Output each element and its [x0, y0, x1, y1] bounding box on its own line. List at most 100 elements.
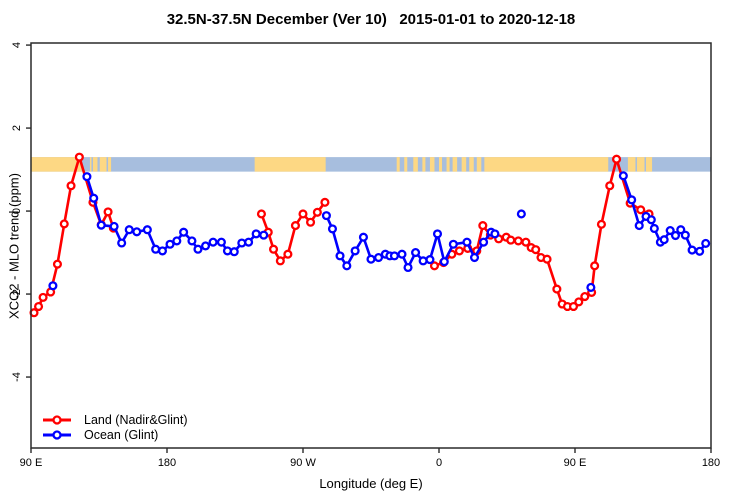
series-ocean-point — [200, 241, 211, 251]
series-ocean-point — [335, 251, 345, 261]
series-ocean-point — [208, 237, 218, 247]
series-land-point — [552, 284, 562, 294]
series-land-point — [298, 209, 308, 219]
series-ocean-point — [117, 238, 127, 248]
series-land-point — [34, 301, 44, 312]
x-tick-label: 180 — [158, 457, 176, 469]
map-band-land-segment — [108, 157, 112, 172]
map-band-land-segment — [31, 157, 82, 172]
series-land-point — [590, 261, 600, 271]
series-land-point — [312, 207, 322, 217]
series-ocean-point — [179, 227, 189, 237]
series-land-point — [103, 207, 113, 217]
x-tick-label: 90 W — [290, 457, 316, 469]
series-land-point — [568, 301, 579, 312]
series-land-point — [290, 221, 300, 231]
series-land-point — [59, 219, 69, 229]
y-tick-label: -2 — [11, 289, 23, 299]
x-axis-title: Longitude (deg E) — [319, 476, 423, 491]
series-ocean-point — [165, 239, 175, 249]
y-tick-label: 4 — [11, 42, 23, 48]
legend-row-land: Land (Nadir&Glint) — [40, 412, 188, 427]
series-ocean-point — [124, 225, 134, 235]
series-ocean-point — [216, 237, 226, 247]
series-ocean-point — [397, 249, 407, 259]
series-ocean-point — [418, 256, 428, 266]
series-land-point — [580, 291, 590, 302]
map-band-land-segment — [99, 157, 107, 172]
series-ocean-point — [327, 224, 338, 234]
y-tick-label: 0 — [11, 208, 23, 214]
series-ocean-point — [701, 238, 711, 248]
series-land-point — [612, 154, 622, 164]
series-ocean-point — [132, 227, 142, 237]
series-ocean-point — [358, 232, 368, 242]
map-band-land-segment — [404, 157, 408, 172]
series-land-point — [52, 259, 62, 269]
series-land-point — [636, 205, 646, 215]
series-ocean-point — [244, 237, 254, 247]
series-ocean-point — [649, 223, 659, 234]
series-ocean-point — [618, 171, 628, 181]
series-land-point — [268, 244, 279, 254]
map-band-land-segment — [422, 157, 426, 172]
map-band-land-segment — [646, 157, 653, 172]
series-ocean-point — [680, 230, 690, 240]
series-ocean-point — [425, 255, 435, 265]
series-ocean-point — [516, 209, 526, 219]
series-ocean-point — [469, 252, 480, 263]
series-land-point — [506, 235, 516, 245]
y-tick-label: 2 — [11, 125, 23, 131]
series-ocean-point — [665, 226, 675, 236]
map-band-land-segment — [429, 157, 435, 172]
series-ocean-point — [687, 245, 697, 255]
series-ocean-point — [490, 229, 500, 239]
series-ocean-point — [366, 254, 376, 264]
map-band-land-segment — [254, 157, 326, 172]
series-ocean-point — [432, 229, 443, 239]
map-band-land-segment — [413, 157, 418, 172]
series-land-point — [454, 246, 464, 256]
series-ocean-point — [259, 230, 269, 240]
series-ocean-point — [627, 195, 637, 205]
legend-ocean-symbol — [43, 429, 71, 440]
map-band-land-segment — [627, 157, 636, 172]
series-ocean-point — [251, 229, 261, 239]
map-band-land-segment — [446, 157, 450, 172]
map-band-land-segment — [396, 157, 400, 172]
series-land-point — [283, 249, 293, 259]
series-ocean-point — [411, 248, 421, 258]
series-ocean-point — [193, 244, 203, 254]
series-land-point — [542, 254, 552, 264]
map-band-ocean — [31, 157, 711, 172]
map-band-land-segment — [439, 157, 443, 172]
series-ocean-point — [321, 211, 331, 221]
series-ocean-point — [586, 282, 596, 292]
series-ocean-point — [157, 246, 168, 256]
series-land-point — [74, 152, 84, 162]
series-ocean-point — [89, 193, 99, 203]
series-land-point — [605, 181, 615, 191]
x-tick-label: 0 — [436, 457, 442, 469]
map-band-land-segment — [461, 157, 467, 172]
series-land-line — [433, 157, 651, 308]
x-tick-label: 90 E — [20, 457, 43, 469]
series-land-point — [275, 256, 285, 266]
series-land-point — [521, 237, 531, 247]
plot-border — [30, 42, 712, 449]
series-ocean-point — [634, 221, 644, 231]
series-land-point — [38, 292, 48, 302]
series-land-point — [478, 221, 488, 231]
map-band-land-segment — [484, 157, 609, 172]
series-land-point — [256, 209, 266, 219]
legend-row-ocean: Ocean (Glint) — [40, 427, 188, 442]
series-land-line — [32, 155, 115, 315]
series-land-point — [513, 236, 523, 246]
series-ocean-point — [676, 225, 686, 235]
series-land-line — [260, 201, 327, 263]
series-ocean-point — [342, 261, 352, 271]
map-band-land-segment — [89, 157, 92, 172]
legend-land-symbol — [43, 414, 71, 425]
series-ocean-point — [646, 215, 656, 225]
